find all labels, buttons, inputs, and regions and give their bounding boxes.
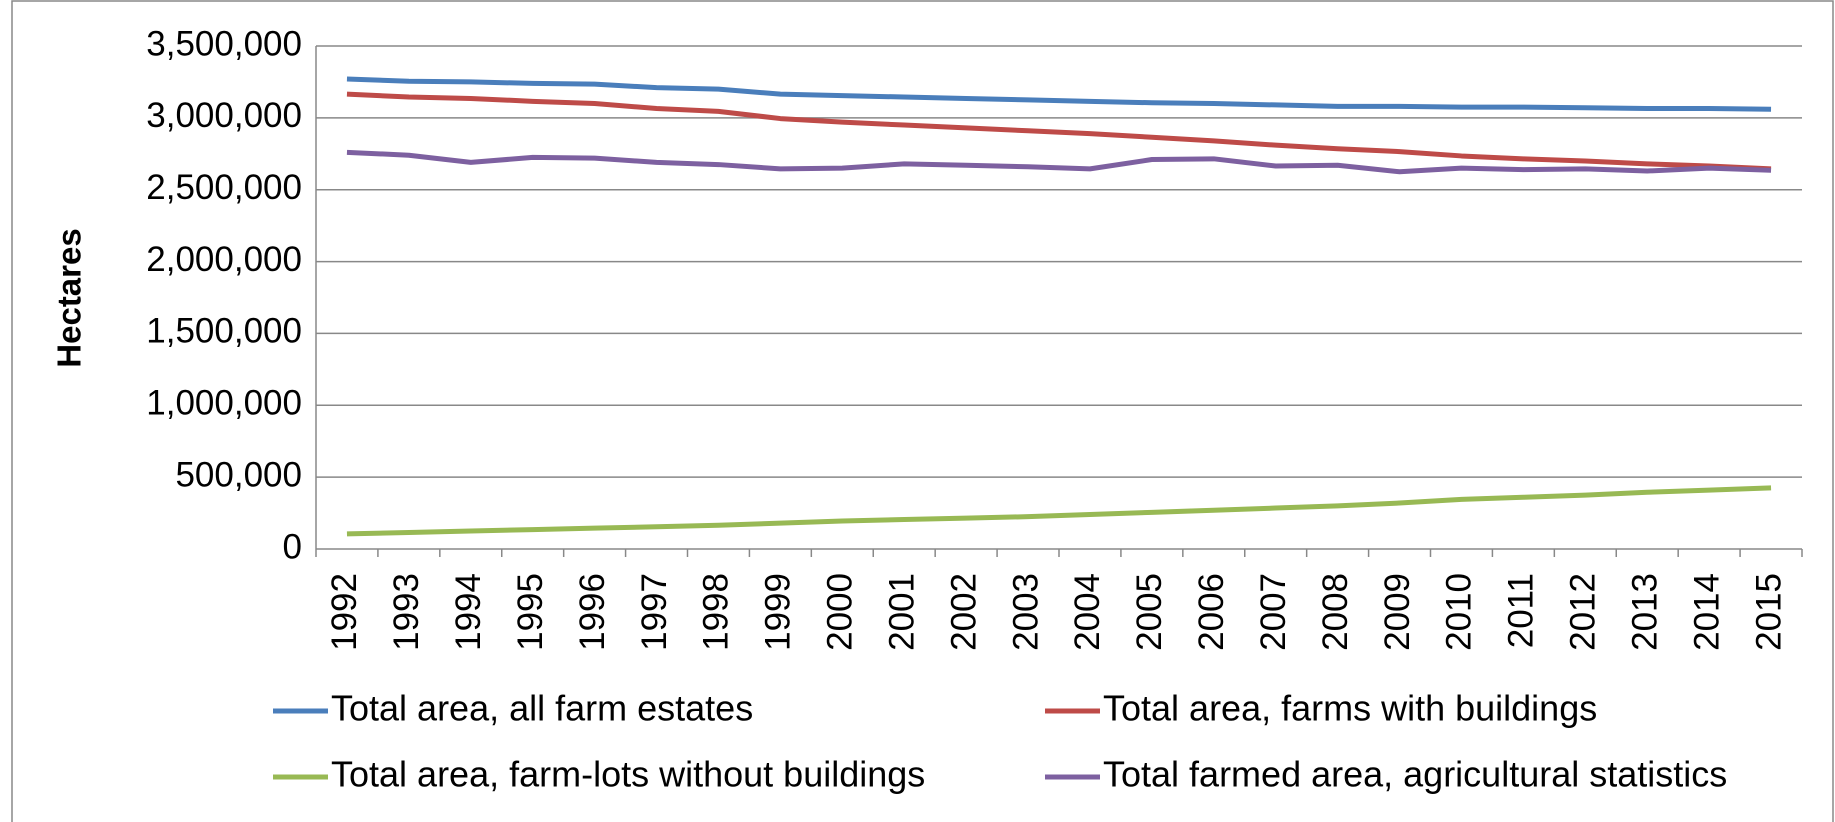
x-tick-label: 2009 — [1378, 573, 1417, 651]
x-tick-label: 2006 — [1192, 573, 1231, 651]
x-tick-label: 2007 — [1254, 573, 1293, 651]
x-tick-label: 1994 — [449, 573, 488, 651]
x-tick-label: 1993 — [387, 573, 426, 651]
x-tick-label: 2005 — [1130, 573, 1169, 651]
x-tick-label: 2014 — [1687, 573, 1726, 651]
x-tick-label: 2001 — [882, 573, 921, 651]
y-tick-label: 2,500,000 — [146, 168, 302, 207]
x-tick-label: 2015 — [1749, 573, 1788, 651]
legend-label: Total area, all farm estates — [331, 688, 753, 729]
series-line — [346, 76, 1772, 112]
legend-label: Total area, farms with buildings — [1103, 688, 1597, 729]
x-tick-label: 1995 — [511, 573, 550, 651]
chart-frame — [11, 0, 1834, 822]
legend-label: Total area, farm-lots without buildings — [331, 754, 925, 795]
y-tick-label: 1,500,000 — [146, 312, 302, 351]
x-tick-label: 1998 — [697, 573, 736, 651]
y-tick-label: 1,000,000 — [146, 384, 302, 423]
x-tick-label: 2004 — [1068, 573, 1107, 651]
y-axis-label: Hectares — [51, 228, 88, 367]
y-tick-label: 3,000,000 — [146, 96, 302, 135]
x-tick-label: 1997 — [635, 573, 674, 651]
x-tick-label: 1992 — [325, 573, 364, 651]
x-tick-label: 2008 — [1316, 573, 1355, 651]
x-tick-label: 2003 — [1006, 573, 1045, 651]
y-tick-label: 3,500,000 — [146, 24, 302, 63]
x-tick-label: 2002 — [944, 573, 983, 651]
series-line — [346, 485, 1772, 537]
series-line — [346, 149, 1772, 175]
x-tick-label: 2011 — [1502, 573, 1541, 648]
y-tick-label: 0 — [283, 527, 302, 566]
y-tick-label: 500,000 — [175, 455, 302, 494]
x-tick-label: 2000 — [821, 573, 860, 651]
x-tick-label: 2013 — [1625, 573, 1664, 651]
x-tick-label: 2010 — [1440, 573, 1479, 651]
legend-label: Total farmed area, agricultural statisti… — [1103, 754, 1727, 795]
x-tick-label: 1996 — [573, 573, 612, 651]
x-tick-label: 1999 — [759, 573, 798, 651]
series-line — [346, 91, 1772, 172]
y-tick-label: 2,000,000 — [146, 240, 302, 279]
x-tick-label: 2012 — [1564, 573, 1603, 651]
